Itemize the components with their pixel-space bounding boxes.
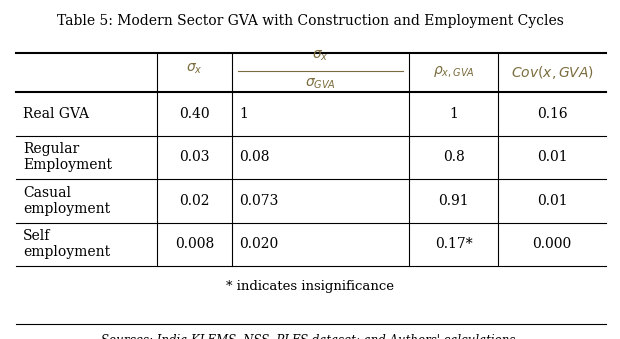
Text: Regular
Employment: Regular Employment [23, 142, 112, 173]
Text: 0.073: 0.073 [239, 194, 279, 208]
Text: $\sigma_x$: $\sigma_x$ [186, 62, 203, 76]
Text: Casual
employment: Casual employment [23, 186, 110, 216]
Text: $\rho_{x,GVA}$: $\rho_{x,GVA}$ [433, 65, 474, 80]
Text: 0.020: 0.020 [239, 237, 279, 251]
Text: $\sigma_x$: $\sigma_x$ [312, 48, 329, 63]
Text: 0.16: 0.16 [537, 107, 567, 121]
Text: 0.03: 0.03 [179, 150, 210, 164]
Text: Table 5: Modern Sector GVA with Construction and Employment Cycles: Table 5: Modern Sector GVA with Construc… [56, 14, 564, 28]
Text: $Cov(x, GVA)$: $Cov(x, GVA)$ [511, 64, 594, 81]
Text: 0.02: 0.02 [179, 194, 210, 208]
Text: 0.01: 0.01 [537, 150, 567, 164]
Text: $\sigma_{GVA}$: $\sigma_{GVA}$ [305, 77, 336, 92]
Text: 0.17*: 0.17* [435, 237, 472, 251]
Text: 1: 1 [239, 107, 249, 121]
Text: 0.91: 0.91 [438, 194, 469, 208]
Text: 0.08: 0.08 [239, 150, 270, 164]
Text: Sources: India KLEMS, NSS, PLFS dataset; and Authors' calculations.: Sources: India KLEMS, NSS, PLFS dataset;… [101, 334, 519, 339]
Text: 0.000: 0.000 [533, 237, 572, 251]
Text: * indicates insignificance: * indicates insignificance [226, 280, 394, 293]
Text: 0.01: 0.01 [537, 194, 567, 208]
Text: 0.008: 0.008 [175, 237, 214, 251]
Text: Real GVA: Real GVA [23, 107, 89, 121]
Text: 0.8: 0.8 [443, 150, 464, 164]
Text: 1: 1 [450, 107, 458, 121]
Text: Self
employment: Self employment [23, 229, 110, 259]
Text: 0.40: 0.40 [179, 107, 210, 121]
